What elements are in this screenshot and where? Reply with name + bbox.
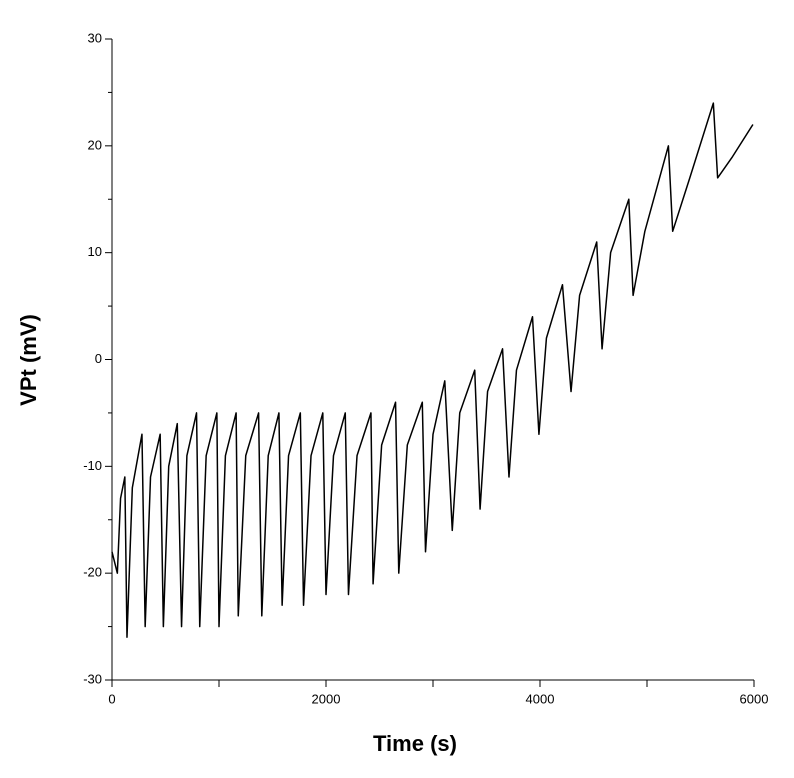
y-tick-label: 0 [95, 351, 102, 366]
x-tick-label: 4000 [526, 691, 555, 706]
x-tick-label: 0 [108, 691, 115, 706]
x-tick-label: 2000 [312, 691, 341, 706]
y-tick-label: -10 [83, 458, 102, 473]
x-tick-label: 6000 [740, 691, 769, 706]
y-axis-title: VPt (mV) [16, 314, 41, 406]
y-tick-label: -30 [83, 671, 102, 686]
data-line [111, 102, 754, 639]
y-tick-label: 20 [88, 137, 102, 152]
y-tick-label: -20 [83, 565, 102, 580]
x-axis-title: Time (s) [373, 731, 457, 756]
y-tick-label: 10 [88, 244, 102, 259]
y-tick-label: 30 [88, 30, 102, 45]
